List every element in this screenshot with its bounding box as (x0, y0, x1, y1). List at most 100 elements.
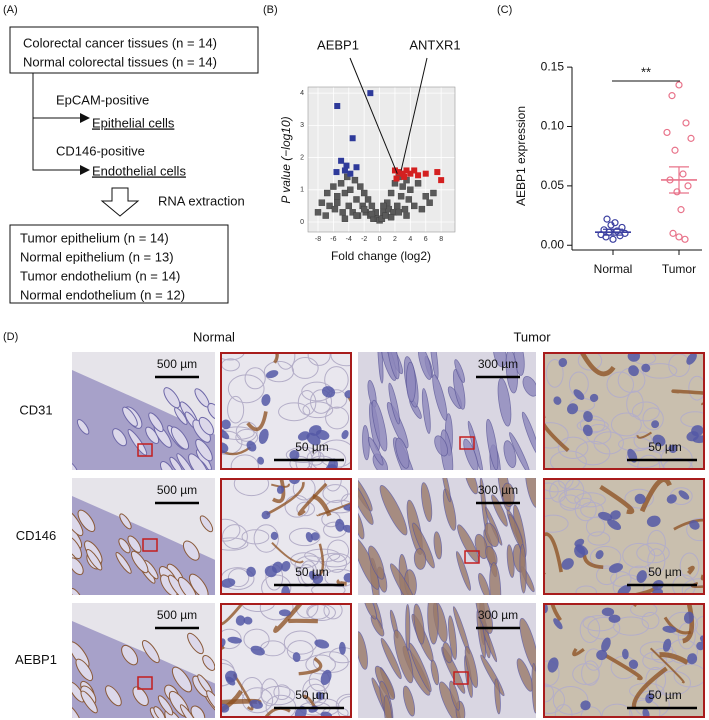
cell (576, 419, 609, 433)
cell (263, 360, 295, 383)
micrograph (220, 352, 352, 470)
gland (475, 603, 493, 634)
image-border (543, 478, 705, 595)
stain (649, 647, 685, 684)
crypt (105, 685, 122, 707)
cell (577, 352, 603, 371)
cell (688, 375, 705, 401)
point (334, 199, 341, 206)
cell (288, 527, 321, 547)
crypt (176, 453, 195, 470)
nucleus (339, 641, 346, 655)
gland (379, 484, 408, 536)
nucleus (607, 519, 622, 531)
box-text: Tumor epithelium (n = 14) (20, 230, 169, 245)
nucleus (220, 428, 230, 440)
micrograph (72, 352, 215, 470)
stain (550, 603, 562, 622)
crypt (127, 535, 142, 553)
point (668, 92, 676, 100)
image-border (543, 603, 705, 718)
arrowhead (80, 113, 90, 123)
gland (362, 603, 377, 620)
nucleus (595, 550, 604, 560)
nucleus (580, 700, 591, 711)
crypt (179, 704, 199, 718)
nucleus (246, 566, 256, 577)
point (347, 170, 354, 177)
image-border (543, 352, 705, 470)
nucleus (281, 560, 291, 572)
cell (220, 537, 249, 551)
scale-label: 50 µm (295, 440, 329, 454)
cell (575, 585, 597, 595)
nucleus (646, 515, 661, 527)
point (318, 199, 326, 206)
nucleus (320, 669, 332, 686)
y-tick-label: 4 (300, 90, 304, 97)
cell (681, 578, 705, 595)
nucleus (561, 558, 574, 570)
nucleus (553, 618, 563, 630)
point (337, 180, 345, 187)
cell (220, 628, 242, 650)
nucleus (321, 386, 336, 398)
micrograph (72, 603, 215, 718)
crypt (115, 552, 132, 574)
scale-label: 300 µm (478, 357, 518, 371)
stain (579, 352, 616, 377)
scale-label: 50 µm (648, 565, 682, 579)
cell (221, 524, 248, 550)
connector (32, 73, 80, 171)
point (326, 202, 333, 210)
crypt (72, 460, 79, 470)
cell (292, 478, 316, 501)
box-text: Normal endothelium (n = 12) (20, 287, 185, 302)
point (603, 215, 611, 223)
gland (389, 563, 418, 595)
point (345, 202, 352, 210)
cell (631, 401, 660, 422)
y-tick-label: 3 (300, 122, 304, 129)
cell (543, 514, 569, 533)
panel-label: (D) (3, 331, 18, 343)
point (334, 193, 341, 200)
cell (220, 430, 243, 456)
nucleus (341, 430, 349, 440)
cell (227, 395, 245, 424)
nucleus (668, 444, 678, 454)
stain (266, 481, 305, 516)
cell (543, 660, 560, 687)
nucleus (582, 424, 593, 437)
cell (582, 615, 616, 632)
nucleus (598, 511, 613, 521)
cell (322, 484, 349, 503)
gland (388, 382, 400, 425)
nucleus (691, 425, 704, 437)
cell (596, 565, 618, 586)
nucleus (662, 625, 677, 633)
point (613, 227, 621, 235)
stain (263, 706, 291, 718)
point (411, 167, 418, 174)
crypt (72, 587, 83, 595)
stain (572, 647, 585, 657)
gland (502, 482, 515, 507)
y-tick-label: 0 (300, 219, 304, 226)
nucleus (583, 410, 593, 423)
image-bg (220, 478, 352, 595)
nucleus (278, 609, 291, 617)
cell (647, 529, 666, 557)
cell (220, 518, 241, 542)
cell (629, 699, 661, 718)
point (367, 90, 374, 97)
box-text: Normal epithelium (n = 13) (20, 249, 174, 264)
micrograph (543, 603, 705, 718)
gland (455, 551, 471, 591)
point (364, 196, 372, 203)
cell (574, 492, 606, 508)
crypt (174, 407, 188, 425)
gland (522, 375, 536, 397)
gland (449, 680, 461, 711)
crypt (80, 690, 98, 714)
